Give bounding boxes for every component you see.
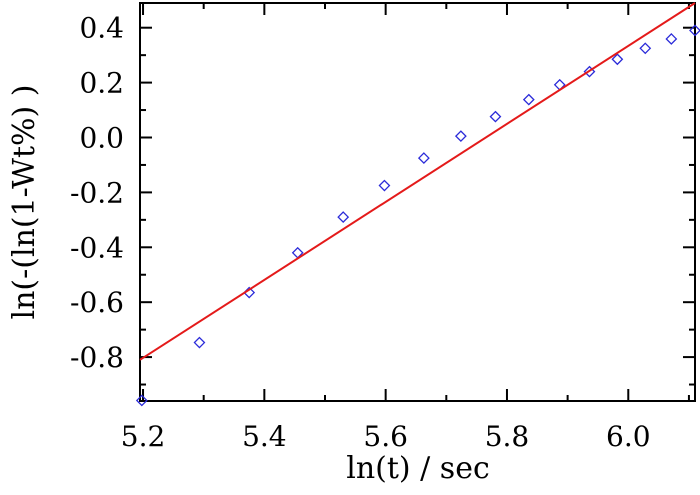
data-point xyxy=(489,110,502,123)
y-tick-label: 0.0 xyxy=(79,121,124,154)
data-point xyxy=(135,394,148,407)
data-point xyxy=(611,53,624,66)
marks xyxy=(135,2,700,407)
y-tick-label: -0.6 xyxy=(70,286,124,319)
y-tick-label: -0.4 xyxy=(70,231,124,264)
x-axis-label: ln(t) / sec xyxy=(346,451,490,486)
plot-frame xyxy=(139,2,696,402)
data-point xyxy=(583,65,596,78)
data-point xyxy=(665,33,678,45)
x-tick-label: 6.0 xyxy=(606,420,651,453)
fit-line xyxy=(139,2,696,361)
data-point xyxy=(639,42,652,55)
data-point xyxy=(378,179,391,192)
ticks: 5.2 5.4 5.6 5.8 6.0 -0.8 -0.6 -0.4 -0.2 0.0 0.2 0.4 xyxy=(70,3,695,453)
y-axis-label: ln(-(ln(1-Wt%) ) xyxy=(7,84,42,319)
data-point xyxy=(337,211,350,224)
y-tick-label: -0.2 xyxy=(70,176,124,209)
data-point xyxy=(454,130,467,143)
y-tick-label: 0.4 xyxy=(79,12,124,45)
data-point xyxy=(689,24,700,37)
y-tick-label: -0.8 xyxy=(70,341,124,374)
x-tick-label: 5.4 xyxy=(242,420,287,453)
x-tick-label: 5.8 xyxy=(485,420,530,453)
x-tick-label: 5.6 xyxy=(363,420,408,453)
data-point xyxy=(522,93,535,106)
x-tick-label: 5.2 xyxy=(121,420,166,453)
data-point xyxy=(417,152,430,165)
data-point xyxy=(193,336,206,349)
y-tick-label: 0.2 xyxy=(79,67,124,100)
